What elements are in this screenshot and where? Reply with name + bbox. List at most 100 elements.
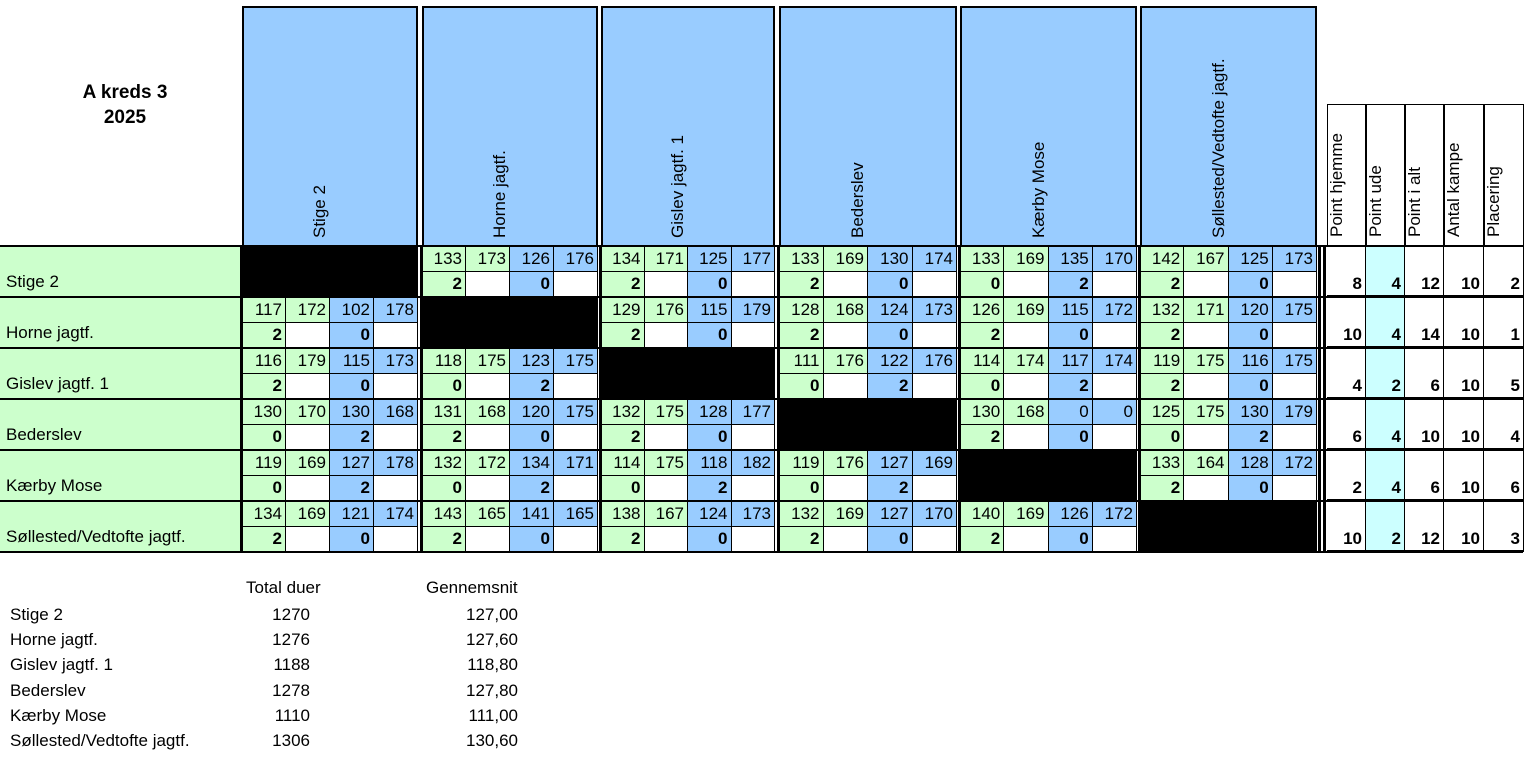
score-cell: 168 [823,297,868,323]
summary-average: 118,80 [467,655,518,675]
points-cell [374,424,418,450]
summary-team-name: Gislev jagtf. 1 [10,655,113,675]
stat-cell: 10 [1327,526,1366,552]
stat-cell: 5 [1484,373,1524,399]
points-cell [1092,271,1137,297]
points-cell: 0 [868,526,913,552]
summary-total: 1188 [273,655,310,675]
score-cell: 169 [823,501,868,527]
score-cell: 125 [1228,246,1273,272]
score-cell: 169 [823,246,868,272]
points-cell [466,271,510,297]
score-cell: 114 [960,348,1005,374]
column-header-5: Søllested/Vedtofte jagtf. [1140,6,1317,246]
score-cell: 171 [554,450,598,476]
stat-cell: 2 [1327,475,1366,501]
score-cell: 165 [466,501,510,527]
score-cell: 132 [779,501,824,527]
score-cell: 130 [242,399,286,425]
stat-empty-cell [1484,246,1524,272]
score-cell: 168 [1004,399,1049,425]
self-match-block [779,399,957,450]
points-cell [1184,424,1229,450]
row-label-1: Horne jagtf. [0,297,242,348]
summary-average: 127,00 [466,605,518,624]
stat-empty-cell [1327,450,1366,476]
score-cell: 182 [731,450,775,476]
stat-header-label: Point ude [1365,165,1385,237]
score-cell: 119 [1140,348,1185,374]
score-cell: 134 [510,450,554,476]
score-cell: 127 [330,450,374,476]
score-cell: 169 [912,450,957,476]
score-cell: 0 [1092,399,1137,425]
score-cell: 125 [1140,399,1185,425]
points-cell: 2 [330,424,374,450]
points-cell: 2 [601,424,645,450]
score-cell: 178 [374,450,418,476]
points-cell [731,322,775,348]
stat-cell: 4 [1484,424,1524,450]
stat-empty-cell [1327,348,1366,374]
self-match-block [601,348,775,399]
points-cell: 2 [1140,373,1185,399]
stat-cell: 2 [1366,373,1405,399]
column-header-4: Kærby Mose [960,6,1137,246]
points-cell: 0 [422,373,466,399]
summary-team-name: Kærby Mose [10,705,107,725]
score-cell: 173 [731,501,775,527]
points-cell: 2 [779,526,824,552]
points-cell: 0 [1228,322,1273,348]
stat-empty-cell [1405,297,1444,323]
points-cell: 0 [1228,475,1273,501]
score-cell: 167 [1184,246,1229,272]
points-cell: 0 [1228,373,1273,399]
points-cell: 0 [688,322,732,348]
score-cell: 115 [330,348,374,374]
score-cell: 172 [1092,297,1137,323]
points-cell: 0 [242,424,286,450]
score-cell: 122 [868,348,913,374]
score-cell: 175 [644,450,688,476]
column-header-label: Horne jagtf. [490,150,509,238]
score-cell: 174 [912,246,957,272]
score-cell: 142 [1140,246,1185,272]
score-cell: 172 [286,297,330,323]
points-cell [1184,373,1229,399]
score-cell: 133 [422,246,466,272]
points-cell: 2 [1140,322,1185,348]
row-label-5: Søllested/Vedtofte jagtf. [0,501,242,552]
points-cell: 0 [779,373,824,399]
points-cell: 0 [1140,424,1185,450]
row-separator [0,449,1523,451]
score-cell: 119 [779,450,824,476]
score-cell: 125 [688,246,732,272]
score-cell: 169 [1004,501,1049,527]
points-cell [1184,271,1229,297]
points-cell [554,271,598,297]
points-cell [374,526,418,552]
score-cell: 171 [1184,297,1229,323]
stat-empty-cell [1444,501,1484,527]
points-cell [1004,271,1049,297]
stat-cell: 12 [1405,271,1444,297]
column-header-2: Gislev jagtf. 1 [601,6,775,246]
points-cell [823,475,868,501]
stat-cell: 4 [1327,373,1366,399]
points-cell [823,373,868,399]
points-cell [644,322,688,348]
summary-total: 1110 [274,705,310,725]
stat-header-label: Point i alt [1404,167,1424,237]
stat-empty-cell [1327,399,1366,425]
score-cell: 123 [510,348,554,374]
score-cell: 127 [868,450,913,476]
row-label-2: Gislev jagtf. 1 [0,348,242,399]
score-cell: 111 [779,348,824,374]
points-cell: 0 [510,271,554,297]
points-cell: 2 [1140,475,1185,501]
stat-cell: 10 [1444,526,1484,552]
score-cell: 175 [466,348,510,374]
points-cell [644,271,688,297]
stat-empty-cell [1327,501,1366,527]
points-cell: 0 [779,475,824,501]
